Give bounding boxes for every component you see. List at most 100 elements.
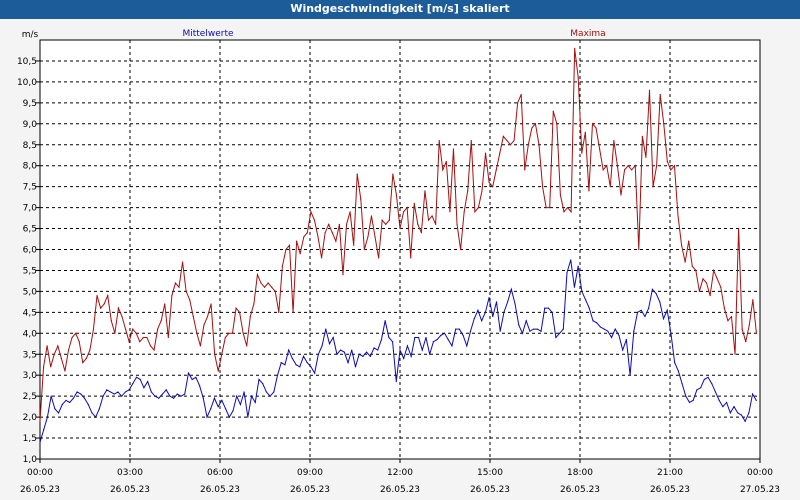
point-maxima (670, 169, 672, 171)
point-maxima (638, 248, 640, 251)
point-maxima (705, 282, 708, 284)
point-maxima (267, 282, 269, 284)
point-mittelwerte (681, 382, 683, 385)
point-maxima (353, 244, 355, 246)
point-maxima (734, 353, 736, 355)
point-mittelwerte (362, 355, 364, 357)
point-mittelwerte (688, 401, 691, 404)
point-maxima (296, 240, 298, 242)
point-mittelwerte (700, 387, 702, 389)
point-maxima (199, 345, 201, 347)
point-mittelwerte (314, 372, 316, 374)
point-mittelwerte (622, 349, 624, 351)
point-mittelwerte (577, 265, 579, 267)
point-maxima (345, 223, 348, 225)
point-maxima (370, 215, 373, 217)
point-maxima (680, 244, 683, 246)
point-maxima (103, 303, 105, 305)
point-mittelwerte (659, 301, 661, 303)
point-maxima (442, 169, 444, 171)
point-mittelwerte (488, 297, 490, 299)
point-maxima (406, 207, 408, 209)
point-mittelwerte (729, 412, 731, 414)
point-mittelwerte (629, 374, 631, 376)
point-mittelwerte (284, 364, 286, 366)
point-mittelwerte (551, 311, 553, 313)
point-maxima (167, 336, 169, 339)
point-maxima (634, 165, 636, 167)
point-maxima (556, 123, 558, 125)
point-maxima (89, 349, 91, 351)
point-mittelwerte (365, 351, 368, 353)
point-maxima (723, 307, 725, 309)
point-mittelwerte (325, 328, 327, 330)
point-maxima (171, 294, 173, 297)
point-mittelwerte (69, 401, 71, 404)
point-maxima (702, 278, 704, 280)
point-mittelwerte (57, 412, 60, 414)
point-maxima (745, 341, 747, 343)
point-maxima (221, 353, 223, 355)
point-mittelwerte (685, 395, 687, 397)
point-maxima (385, 223, 387, 225)
point-maxima (42, 366, 45, 368)
point-maxima (545, 207, 547, 209)
point-mittelwerte (503, 311, 505, 313)
point-maxima (595, 127, 597, 129)
point-mittelwerte (725, 401, 728, 404)
point-maxima (538, 144, 540, 146)
point-mittelwerte (154, 395, 156, 397)
point-maxima (616, 165, 619, 167)
point-mittelwerte (217, 406, 219, 408)
point-mittelwerte (547, 307, 550, 309)
point-maxima (445, 160, 447, 163)
point-maxima (591, 123, 594, 125)
point-maxima (320, 257, 323, 259)
point-mittelwerte (473, 318, 475, 320)
point-mittelwerte (570, 259, 572, 261)
point-mittelwerte (562, 328, 564, 330)
point-mittelwerte (507, 301, 509, 303)
point-mittelwerte (692, 399, 694, 401)
point-mittelwerte (43, 429, 45, 431)
point-mittelwerte (406, 345, 409, 347)
point-mittelwerte (662, 318, 665, 320)
y-tick-label: 7,5 (23, 183, 37, 193)
point-mittelwerte (354, 366, 357, 368)
point-maxima (577, 77, 579, 79)
point-mittelwerte (544, 307, 546, 309)
point-maxima (192, 315, 194, 318)
point-maxima (684, 261, 686, 263)
point-mittelwerte (633, 330, 635, 332)
series-points (39, 47, 758, 443)
point-mittelwerte (607, 330, 609, 332)
point-maxima (673, 165, 676, 167)
x-tick-label-date: 27.05.23 (740, 485, 780, 495)
point-maxima (666, 160, 668, 163)
point-mittelwerte (187, 372, 190, 374)
point-maxima (246, 345, 248, 347)
point-maxima (413, 202, 415, 205)
point-maxima (92, 328, 95, 330)
point-maxima (310, 211, 312, 213)
point-mittelwerte (262, 382, 264, 385)
point-maxima (620, 194, 622, 196)
point-maxima (648, 89, 651, 91)
point-mittelwerte (121, 395, 123, 397)
point-maxima (570, 211, 572, 213)
point-mittelwerte (651, 288, 653, 290)
point-maxima (691, 265, 693, 267)
point-mittelwerte (236, 395, 238, 397)
point-maxima (463, 211, 465, 213)
point-mittelwerte (232, 410, 234, 412)
point-mittelwerte (518, 324, 520, 326)
point-mittelwerte (50, 395, 52, 397)
point-mittelwerte (165, 389, 167, 391)
point-mittelwerte (443, 332, 446, 334)
point-mittelwerte (269, 395, 271, 397)
point-mittelwerte (295, 364, 297, 366)
point-mittelwerte (481, 320, 483, 322)
point-mittelwerte (176, 393, 178, 395)
point-mittelwerte (213, 397, 216, 399)
